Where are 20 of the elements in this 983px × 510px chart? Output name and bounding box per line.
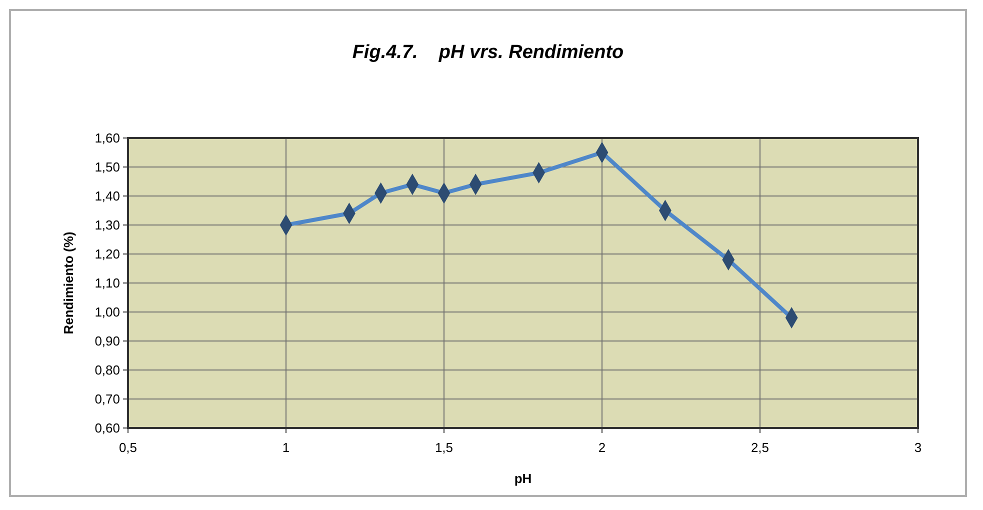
x-tick-label: 2,5 <box>750 440 770 455</box>
y-tick-label: 1,30 <box>94 218 120 233</box>
x-tick-label: 3 <box>914 440 922 455</box>
y-tick-label: 1,40 <box>94 188 120 204</box>
y-tick-label: 1,00 <box>94 304 120 320</box>
x-tick-label: 2 <box>598 440 606 455</box>
y-tick-label: 1,20 <box>94 246 120 262</box>
y-tick-label: 1,50 <box>94 160 120 175</box>
x-tick-label: 1,5 <box>434 440 454 455</box>
y-tick-label: 0,80 <box>94 362 120 378</box>
x-axis-title: pH <box>514 471 532 486</box>
y-tick-label: 0,60 <box>94 420 120 436</box>
chart-title: Fig.4.7. pH vrs. Rendimiento <box>352 42 624 63</box>
x-tick-label: 1 <box>282 440 290 455</box>
y-tick-label: 1,60 <box>94 130 120 146</box>
y-tick-label: 0,90 <box>94 334 120 349</box>
y-tick-label: 1,10 <box>94 276 120 291</box>
y-tick-label: 0,70 <box>94 392 120 407</box>
y-axis-title: Rendimiento (%) <box>61 232 76 334</box>
x-tick-label: 0,5 <box>118 440 138 455</box>
